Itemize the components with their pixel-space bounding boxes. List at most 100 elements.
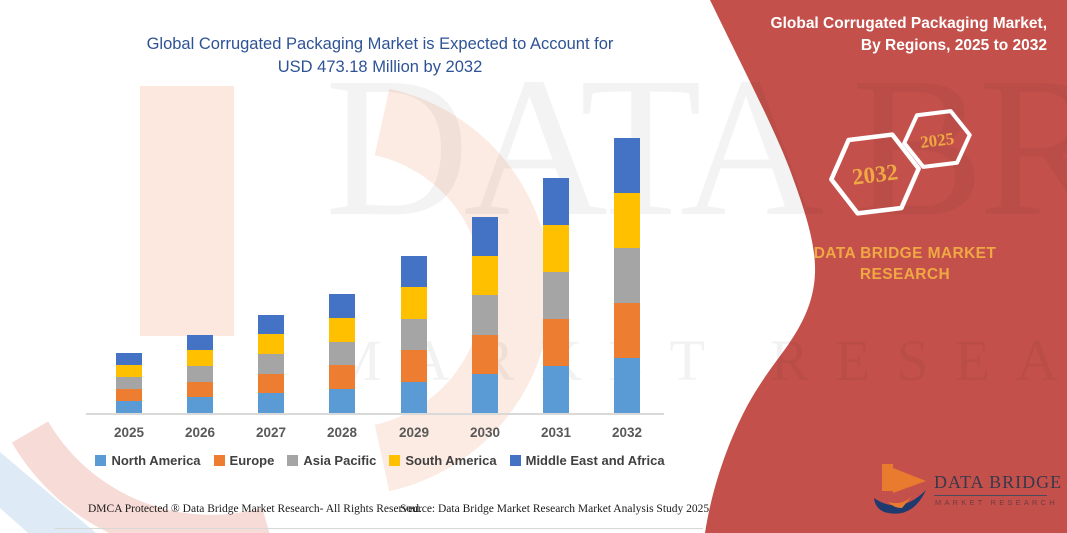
segment-middle-east-and-africa bbox=[472, 217, 498, 257]
segment-asia-pacific bbox=[401, 318, 427, 350]
segment-north-america bbox=[472, 373, 498, 413]
segment-north-america bbox=[614, 358, 640, 413]
segment-middle-east-and-africa bbox=[187, 334, 213, 351]
stacked-bar-2026 bbox=[187, 334, 213, 413]
badge-year-2032: 2032 bbox=[851, 159, 900, 189]
segment-north-america bbox=[543, 365, 569, 413]
legend-label: South America bbox=[405, 453, 497, 468]
stacked-bar-2031 bbox=[543, 177, 569, 413]
x-axis-label-2026: 2026 bbox=[184, 425, 216, 440]
segment-middle-east-and-africa bbox=[543, 177, 569, 225]
x-axis-label-2028: 2028 bbox=[326, 425, 358, 440]
side-panel-red-background bbox=[705, 0, 1067, 533]
watermark-b-bowl bbox=[374, 88, 552, 492]
segment-south-america bbox=[329, 317, 355, 342]
chart-title-line2: USD 473.18 Million by 2032 bbox=[277, 58, 483, 76]
footer-divider bbox=[55, 528, 703, 529]
x-axis-label-2027: 2027 bbox=[255, 425, 287, 440]
segment-europe bbox=[187, 381, 213, 398]
legend-label: North America bbox=[111, 453, 201, 468]
segment-europe bbox=[258, 373, 284, 394]
legend-swatch-icon bbox=[287, 455, 299, 466]
chart-title-line1: Global Corrugated Packaging Market is Ex… bbox=[146, 35, 614, 53]
segment-asia-pacific bbox=[187, 365, 213, 382]
segment-europe bbox=[472, 334, 498, 374]
x-axis-label-2031: 2031 bbox=[540, 425, 572, 440]
segment-south-america bbox=[187, 350, 213, 366]
segment-north-america bbox=[258, 393, 284, 413]
legend-item-south-america: South America bbox=[389, 453, 497, 468]
x-axis-label-2025: 2025 bbox=[113, 425, 145, 440]
legend-label: Europe bbox=[229, 453, 275, 468]
stacked-bar-2030 bbox=[472, 217, 498, 413]
segment-south-america bbox=[472, 256, 498, 296]
stacked-bar-2032 bbox=[614, 138, 640, 413]
legend-item-middle-east-and-africa: Middle East and Africa bbox=[509, 453, 665, 468]
watermark-blue-wave bbox=[0, 452, 96, 533]
x-axis-label-2029: 2029 bbox=[398, 425, 430, 440]
logo-name: DATA BRIDGE bbox=[934, 472, 1061, 496]
hexagon-badge-2025: 2025 bbox=[902, 109, 972, 169]
stacked-bar-2027 bbox=[258, 314, 284, 413]
x-axis-label-2030: 2030 bbox=[469, 425, 501, 440]
stacked-bar-2028 bbox=[329, 294, 355, 413]
segment-europe bbox=[543, 318, 569, 366]
x-axis-label-2032: 2032 bbox=[611, 425, 643, 440]
logo-subtitle: MARKET RESEARCH bbox=[935, 498, 1058, 507]
segment-asia-pacific bbox=[614, 248, 640, 303]
segment-middle-east-and-africa bbox=[401, 255, 427, 287]
segment-europe bbox=[401, 350, 427, 382]
panel-heading-line2: By Regions, 2025 to 2032 bbox=[860, 37, 1047, 54]
segment-asia-pacific bbox=[472, 295, 498, 335]
segment-north-america bbox=[401, 381, 427, 413]
segment-europe bbox=[116, 389, 142, 401]
panel-brand-text: DATA BRIDGE MARKET RESEARCH bbox=[813, 245, 997, 283]
legend-label: Asia Pacific bbox=[303, 453, 377, 468]
x-axis-line bbox=[86, 413, 664, 415]
chart-legend: North America Europe Asia Pacific South Ame… bbox=[80, 453, 680, 468]
hexagon-badge-2032: 2032 bbox=[829, 132, 921, 216]
legend-swatch-icon bbox=[389, 455, 401, 466]
segment-middle-east-and-africa bbox=[614, 138, 640, 193]
databridge-logo-icon bbox=[874, 464, 926, 514]
stacked-bar-2025 bbox=[116, 353, 142, 413]
segment-europe bbox=[329, 365, 355, 390]
segment-asia-pacific bbox=[258, 353, 284, 374]
legend-swatch-icon bbox=[213, 455, 225, 466]
legend-item-europe: Europe bbox=[213, 453, 275, 468]
segment-north-america bbox=[116, 401, 142, 413]
stacked-bar-2029 bbox=[401, 255, 427, 413]
watermark-b-stem bbox=[140, 86, 234, 336]
legend-item-north-america: North America bbox=[95, 453, 201, 468]
panel-heading-line1: Global Corrugated Packaging Market, bbox=[770, 15, 1047, 32]
segment-south-america bbox=[116, 365, 142, 377]
segment-asia-pacific bbox=[329, 341, 355, 366]
source-note: Source: Data Bridge Market Research Mark… bbox=[400, 503, 710, 515]
watermark-red-arc bbox=[11, 421, 270, 533]
legend-label: Middle East and Africa bbox=[525, 453, 665, 468]
segment-south-america bbox=[401, 287, 427, 319]
legend-swatch-icon bbox=[95, 455, 107, 466]
segment-south-america bbox=[258, 334, 284, 354]
segment-north-america bbox=[329, 389, 355, 413]
chart-title: Global Corrugated Packaging Market is Ex… bbox=[55, 33, 705, 79]
dmca-notice: DMCA Protected ® Data Bridge Market Rese… bbox=[88, 503, 422, 515]
segment-south-america bbox=[614, 193, 640, 248]
hexagon-outline-icon bbox=[902, 109, 972, 169]
segment-asia-pacific bbox=[543, 271, 569, 319]
watermark-text-databridge: DATA BRIDGE bbox=[325, 37, 1067, 258]
panel-heading: Global Corrugated Packaging Market, By R… bbox=[735, 13, 1047, 57]
segment-asia-pacific bbox=[116, 377, 142, 389]
segment-europe bbox=[614, 303, 640, 358]
badge-year-2025: 2025 bbox=[919, 129, 955, 152]
segment-north-america bbox=[187, 397, 213, 413]
hexagon-outline-icon bbox=[829, 132, 921, 216]
segment-south-america bbox=[543, 224, 569, 272]
segment-middle-east-and-africa bbox=[116, 353, 142, 365]
legend-item-asia-pacific: Asia Pacific bbox=[287, 453, 376, 468]
